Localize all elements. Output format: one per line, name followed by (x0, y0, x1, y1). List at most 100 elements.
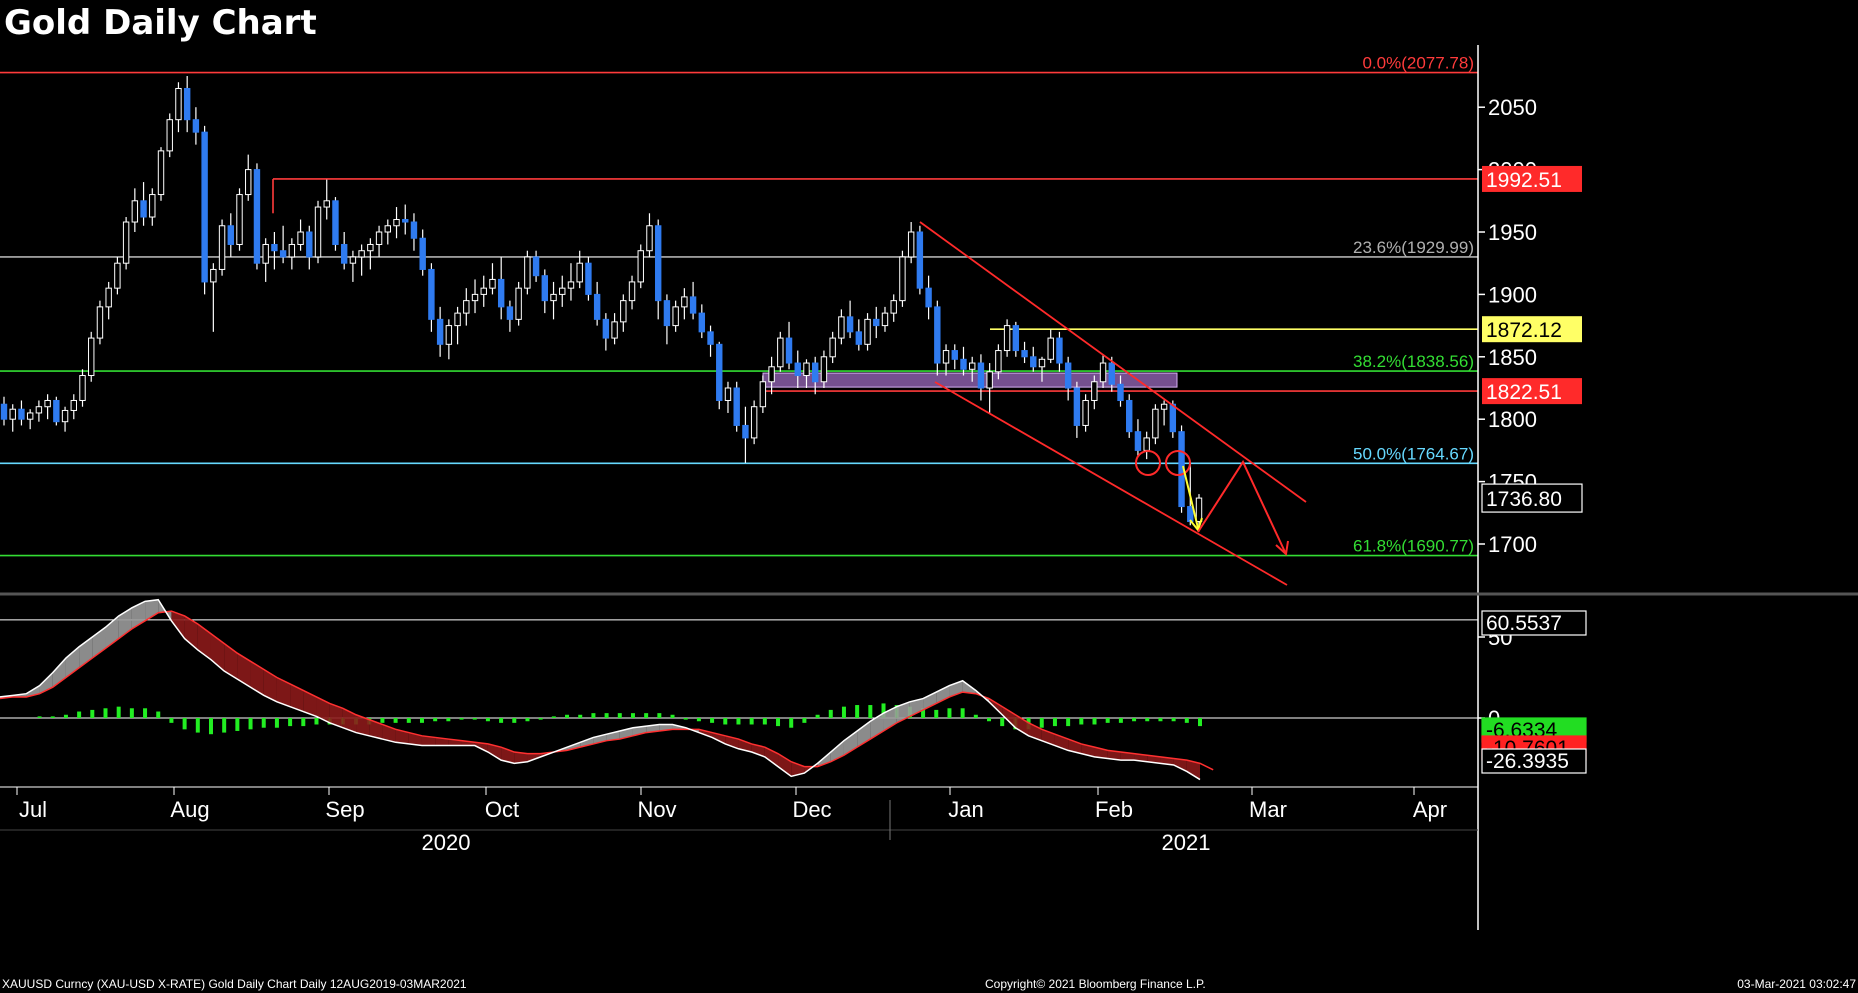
candle-up (820, 356, 828, 383)
osc-band-fill (1107, 750, 1121, 761)
candle (541, 269, 549, 314)
candle (463, 288, 470, 326)
osc-histogram-bar (960, 708, 965, 718)
candle (236, 188, 243, 251)
osc-histogram-bar (841, 706, 846, 718)
osc-histogram-bar (591, 713, 596, 718)
osc-histogram-bar (195, 718, 200, 733)
candle-up (96, 306, 104, 339)
osc-histogram-bar (947, 708, 952, 718)
osc-band-fill (606, 730, 620, 741)
osc-histogram-bar (987, 718, 992, 722)
candle-up (122, 221, 130, 264)
candle-up (899, 256, 906, 302)
candle (175, 82, 182, 133)
footer-source: XAUUSD Curncy (XAU-USD X-RATE) Gold Dail… (2, 977, 467, 991)
candle-down (532, 256, 540, 277)
osc-band-fill (883, 706, 897, 731)
osc-band-fill (778, 753, 792, 777)
candle (1091, 375, 1098, 410)
candle-down (1117, 383, 1124, 401)
level-price-label: 1872.12 (1486, 319, 1562, 342)
candle-up (620, 300, 627, 323)
candle-down (428, 268, 435, 320)
candle-up (166, 119, 173, 152)
y-tick-label: 1800 (1488, 407, 1537, 432)
candle (1143, 431, 1150, 460)
candle (899, 250, 906, 307)
candle-up (26, 412, 34, 420)
candle-up (559, 287, 566, 295)
osc-band-fill (514, 752, 528, 764)
y-tick-label: 1850 (1488, 345, 1537, 370)
osc-band-fill (408, 732, 422, 746)
candle-down (916, 231, 924, 289)
y-tick-label: 2050 (1488, 95, 1537, 120)
osc-histogram-bar (261, 718, 266, 728)
candle-down (1126, 399, 1133, 433)
osc-histogram-bar (630, 713, 635, 718)
osc-band-fill (527, 753, 541, 762)
candle (1099, 354, 1107, 388)
osc-band-fill (843, 730, 858, 756)
candle-up (1047, 337, 1054, 360)
osc-histogram-bar (973, 714, 978, 718)
candle-up (175, 87, 182, 121)
candle-down (977, 362, 985, 389)
candle-down (1187, 506, 1194, 523)
level-label: 50.0%(1764.67) (1353, 444, 1474, 463)
candle (925, 275, 932, 320)
osc-band-fill (1147, 755, 1161, 764)
candle (253, 163, 261, 270)
footer-timestamp: 03-Mar-2021 03:02:47 (1737, 977, 1856, 991)
candle-down (183, 87, 191, 121)
osc-band-fill (237, 653, 251, 688)
osc-band-fill (936, 685, 950, 704)
candle (515, 281, 522, 326)
candle-up (829, 337, 836, 358)
candle (210, 263, 217, 332)
yellow-arrow-shaft (1182, 465, 1199, 529)
candle (114, 256, 121, 295)
candle-down (733, 387, 740, 426)
osc-histogram-bar (301, 718, 306, 727)
osc-band-fill (751, 743, 765, 757)
candle-up (637, 250, 644, 283)
candle (279, 225, 287, 264)
osc-histogram-bar (644, 713, 649, 718)
osc-band-fill (224, 643, 238, 680)
candle (1126, 394, 1133, 438)
candle-down (925, 287, 932, 308)
osc-band-fill (369, 719, 383, 740)
candle-up (724, 387, 732, 401)
candle-up (384, 225, 391, 233)
candle (646, 213, 653, 257)
candle-up (576, 262, 583, 283)
osc-histogram-bar (1039, 718, 1044, 728)
oscillator-panel (0, 598, 1478, 781)
candle-down (253, 169, 261, 264)
candle (402, 204, 409, 235)
candle-up (314, 206, 322, 258)
candle-down (0, 403, 8, 420)
osc-histogram-bar (604, 713, 609, 718)
osc-band-fill (197, 624, 211, 660)
candle-down (340, 243, 348, 264)
candle (602, 313, 610, 351)
candle-up (750, 406, 758, 439)
candle (620, 294, 627, 332)
osc-value-box (1481, 610, 1587, 636)
candle (812, 356, 819, 395)
candle (846, 300, 854, 339)
candle-up (567, 281, 575, 289)
candle-down (663, 300, 671, 327)
candle-down (271, 243, 278, 252)
candle (70, 394, 77, 420)
level-label: 0.0%(2077.78) (1362, 54, 1474, 73)
osc-histogram-bar (802, 718, 807, 723)
candle (306, 225, 313, 270)
candle (428, 263, 435, 332)
candle (960, 346, 967, 376)
candle (576, 250, 583, 289)
candle-up (480, 287, 487, 295)
